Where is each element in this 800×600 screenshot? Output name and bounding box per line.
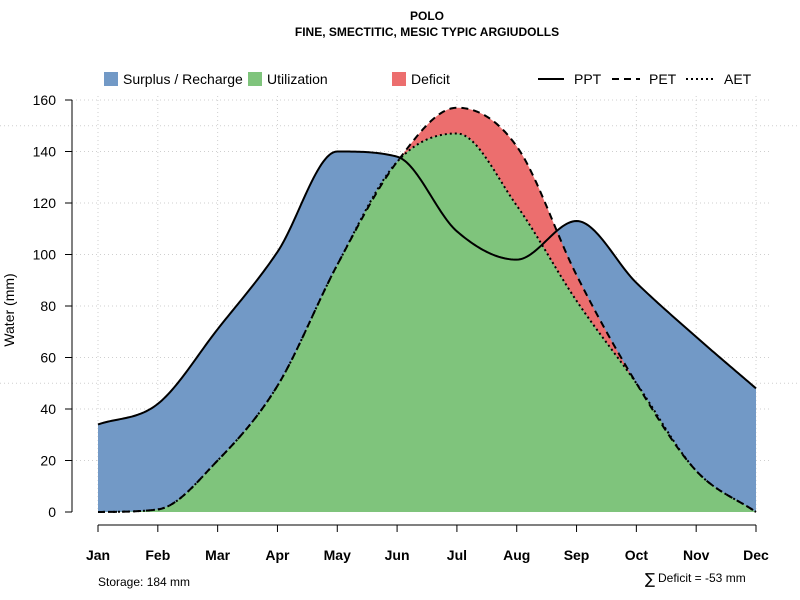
- x-tick-label-nov: Nov: [683, 547, 710, 563]
- legend: Surplus / Recharge Utilization Deficit P…: [104, 71, 752, 87]
- y-tick-label: 160: [33, 92, 57, 108]
- y-tick-label: 80: [40, 298, 56, 314]
- x-tick-label-aug: Aug: [503, 547, 530, 563]
- x-tick-label-jul: Jul: [447, 547, 467, 563]
- x-tick-label-apr: Apr: [265, 547, 290, 563]
- legend-swatch-surplus: [104, 72, 118, 86]
- ppt-line: [97, 150, 757, 426]
- y-tick-label: 20: [40, 453, 56, 469]
- y-tick-label: 100: [33, 247, 57, 263]
- x-tick-label-oct: Oct: [625, 547, 649, 563]
- area-fills: [98, 107, 756, 513]
- x-tick-label-jun: Jun: [385, 547, 410, 563]
- legend-label-pet: PET: [649, 71, 677, 87]
- axes: 0 20 40 60 80 100 120 140 160 Jan Feb Mar Apr May Jun J…: [33, 92, 769, 563]
- utilization-area: [98, 133, 756, 513]
- deficit-total: Deficit = -53 mm: [658, 571, 746, 585]
- storage-label: Storage: 184 mm: [98, 575, 190, 589]
- y-axis-title: Water (mm): [1, 273, 17, 346]
- legend-label-utilization: Utilization: [267, 71, 328, 87]
- legend-label-surplus: Surplus / Recharge: [123, 71, 243, 87]
- chart-subtitle: FINE, SMECTITIC, MESIC TYPIC ARGIUDOLLS: [295, 25, 559, 39]
- x-tick-label-may: May: [324, 547, 351, 563]
- x-tick-label-jan: Jan: [86, 547, 110, 563]
- legend-label-deficit: Deficit: [411, 71, 450, 87]
- legend-label-ppt: PPT: [574, 71, 602, 87]
- sum-symbol: ∑: [645, 570, 655, 588]
- legend-swatch-deficit: [392, 72, 406, 86]
- legend-label-aet: AET: [724, 71, 752, 87]
- y-tick-label: 140: [33, 144, 57, 160]
- x-tick-label-sep: Sep: [564, 547, 590, 563]
- series-lines: [97, 106, 757, 513]
- x-tick-label-dec: Dec: [743, 547, 769, 563]
- y-tick-label: 60: [40, 350, 56, 366]
- chart-title: POLO: [410, 9, 444, 23]
- y-tick-label: 120: [33, 195, 57, 211]
- x-tick-label-feb: Feb: [145, 547, 170, 563]
- x-tick-label-mar: Mar: [205, 547, 230, 563]
- y-tick-label: 40: [40, 401, 56, 417]
- aet-line: [97, 132, 757, 513]
- legend-swatch-utilization: [248, 72, 262, 86]
- y-tick-label: 0: [48, 504, 56, 520]
